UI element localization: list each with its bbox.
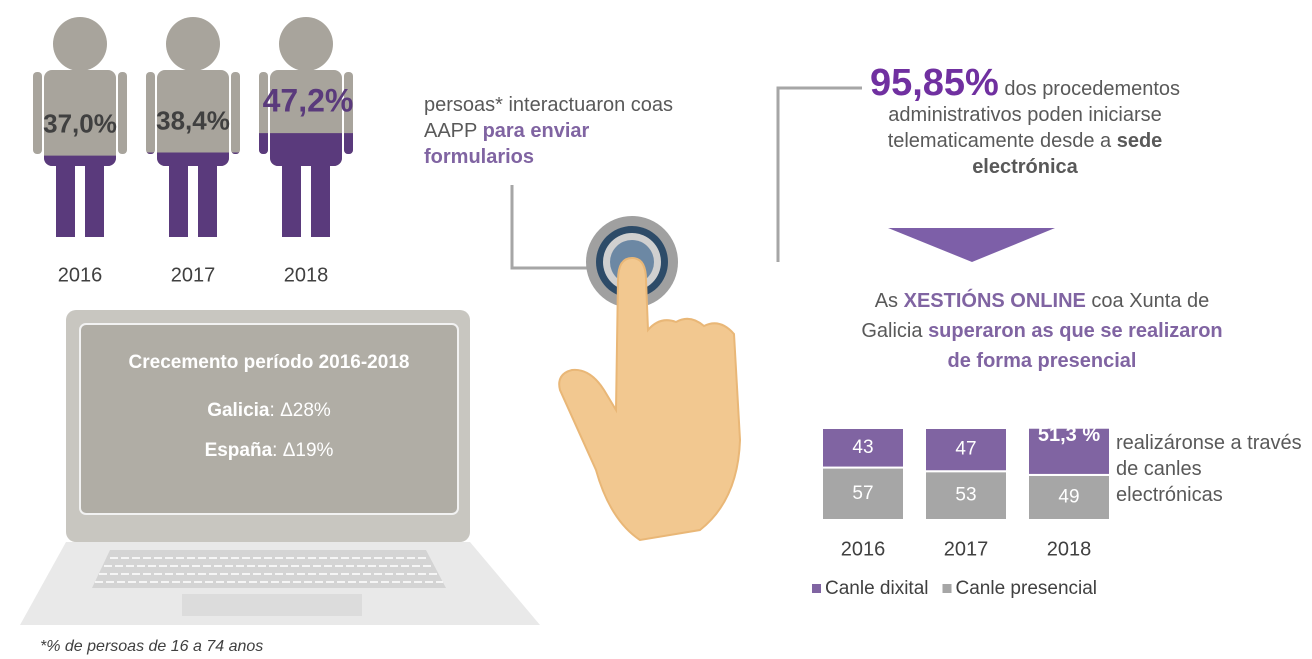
data-label: 57 — [852, 483, 873, 504]
leg — [85, 160, 104, 237]
touch-hand — [558, 216, 742, 542]
arm — [146, 72, 155, 154]
laptop — [20, 310, 540, 625]
leg — [169, 160, 188, 237]
text: As — [874, 290, 904, 312]
arm — [231, 152, 240, 154]
torso — [157, 70, 229, 166]
bar-segment — [821, 466, 905, 521]
person-outline — [259, 17, 353, 237]
row-label: España — [204, 440, 273, 461]
text: *% de persoas de 16 a 74 anos — [40, 638, 264, 655]
data-label: 51,3 % — [1038, 424, 1100, 446]
text: realizáronse a través de canles electrón… — [1116, 432, 1302, 506]
person-fill — [44, 155, 116, 237]
x-label: 2018 — [284, 264, 329, 286]
person-fill — [146, 152, 240, 237]
arm — [146, 152, 155, 154]
growth-box: Crecemento período 2016-2018 Galicia: Δ2… — [80, 348, 458, 466]
value-label: 37,0% — [43, 108, 117, 138]
leg — [282, 160, 301, 237]
x-label: 2016 — [841, 538, 886, 560]
x-label: 2017 — [944, 538, 989, 560]
row-value: : Δ19% — [272, 440, 334, 461]
leg — [198, 160, 217, 237]
bar-segment — [1027, 426, 1111, 476]
legend-swatch — [942, 584, 952, 593]
x-label: 2016 — [58, 264, 103, 286]
connector — [510, 185, 592, 270]
data-label: 43 — [852, 437, 873, 458]
row-value: : Δ28% — [269, 400, 331, 421]
value-label: 47,2% — [263, 83, 354, 119]
arm — [344, 133, 353, 154]
head — [53, 17, 107, 71]
highlight: XESTIÓNS ONLINE — [903, 290, 1086, 312]
highlight: superaron as que se realizaron de forma … — [928, 320, 1223, 372]
footnote: *% de persoas de 16 a 74 anos — [40, 634, 263, 659]
arm — [231, 72, 240, 154]
bar-segment — [821, 427, 905, 469]
value-label: 38,4% — [156, 105, 230, 135]
text: coa Xunta de Galicia — [861, 290, 1210, 342]
x-label: 2018 — [1047, 538, 1092, 560]
legend-label: Canle presencial — [956, 578, 1098, 599]
procedures-text: 95,85% dos procedementos administrativos… — [860, 64, 1190, 180]
row-label: Galicia — [207, 400, 270, 421]
data-label: 49 — [1058, 486, 1079, 507]
leg — [56, 160, 75, 237]
text: dos procedementos administrativos poden … — [887, 78, 1181, 152]
text: persoas* interactuaron coas AAPP — [424, 94, 674, 142]
connector — [776, 86, 862, 262]
arm — [33, 72, 42, 154]
bar-note: realizáronse a través de canles electrón… — [1116, 430, 1312, 508]
person-fill — [259, 133, 353, 237]
arm — [118, 72, 127, 154]
legend-label: Canle dixital — [825, 578, 929, 599]
arm — [259, 133, 268, 154]
data-label: 47 — [955, 439, 976, 460]
leg — [311, 160, 330, 237]
highlight: sede electrónica — [972, 130, 1163, 178]
online-text: As XESTIÓNS ONLINE coa Xunta de Galicia … — [852, 286, 1232, 376]
highlight: para enviar formularios — [424, 120, 590, 168]
bar-segment — [1027, 473, 1111, 522]
legend-swatch — [812, 584, 821, 593]
data-label: 53 — [955, 485, 976, 506]
head — [279, 17, 333, 71]
bar-segment — [924, 427, 1008, 473]
head — [166, 17, 220, 71]
bar-segment — [924, 470, 1008, 521]
headline-value: 95,85% — [869, 62, 999, 104]
x-label: 2017 — [171, 264, 216, 286]
box-title: Crecemento período 2016-2018 — [128, 352, 410, 373]
interaction-text: persoas* interactuaron coas AAPP para en… — [424, 92, 674, 170]
torso — [270, 133, 342, 166]
arrow-down — [888, 228, 1055, 262]
torso — [44, 70, 116, 166]
